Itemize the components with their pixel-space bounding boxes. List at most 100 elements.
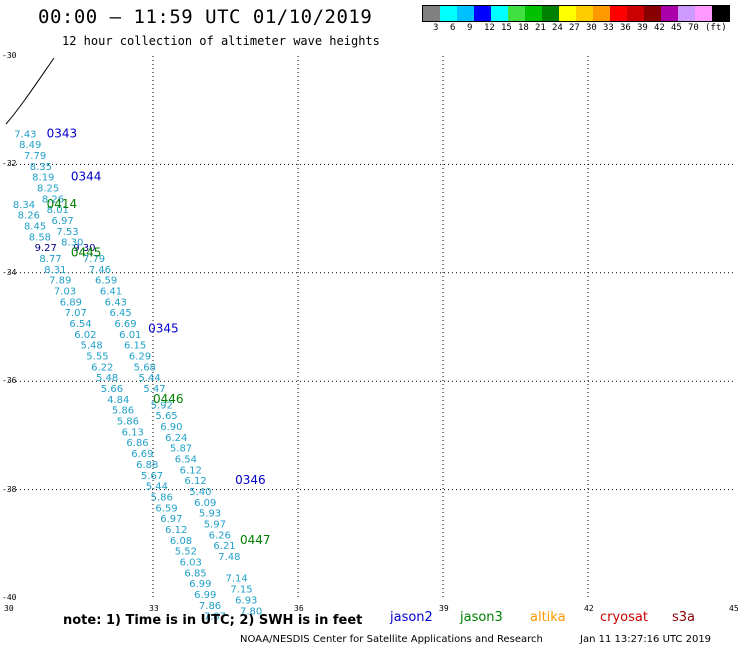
x-tick-label: 39 — [439, 604, 449, 613]
legend-swatch — [593, 6, 610, 21]
page-title: 00:00 – 11:59 UTC 01/10/2019 — [38, 6, 373, 28]
swh-value: 6.99 — [194, 590, 216, 601]
y-tick-label: -34 — [2, 267, 17, 277]
swh-value: 6.12 — [184, 476, 206, 487]
pass-label: 0414 — [47, 197, 78, 211]
pass-labels: 0343 0344 0414 0445 0345 0446 0346 0447 — [47, 126, 271, 547]
legend-label: 70 — [688, 23, 699, 33]
color-legend — [422, 5, 730, 22]
swh-value: 7.79 — [24, 151, 46, 162]
swh-value: 6.89 — [60, 297, 82, 308]
swh-value: 6.12 — [165, 525, 187, 536]
swh-value: 8.01 — [47, 205, 69, 216]
legend-swatch — [440, 6, 457, 21]
legend-label: 45 — [671, 23, 682, 33]
pass-label: 0446 — [153, 392, 184, 406]
swh-value: 7.87 — [204, 612, 226, 623]
legend-label: (ft) — [705, 23, 727, 33]
swh-value: 6.03 — [180, 557, 202, 568]
satellite-legend-item: s3a — [672, 610, 696, 625]
swh-value: 8.26 — [42, 194, 64, 205]
legend-swatch — [610, 6, 627, 21]
swh-value: 6.24 — [165, 433, 187, 444]
swh-value: 5.87 — [170, 444, 192, 455]
pass-label: 0343 — [47, 126, 78, 140]
swh-value: 6.22 — [91, 362, 113, 373]
x-tick-label: 33 — [149, 604, 159, 613]
swh-value: 7.15 — [230, 585, 252, 596]
swh-value: 5.97 — [204, 520, 226, 531]
legend-swatch — [661, 6, 678, 21]
swh-value: 5.40 — [189, 487, 211, 498]
x-tick-label: 45 — [729, 604, 739, 613]
pass-label: 0447 — [240, 533, 271, 547]
swh-value: 9.27 — [35, 243, 57, 254]
swh-value: 5.55 — [86, 352, 108, 363]
legend-swatch — [559, 6, 576, 21]
swh-value: 6.21 — [213, 541, 235, 552]
swh-value: 6.02 — [74, 330, 96, 341]
legend-swatch — [576, 6, 593, 21]
legend-label: 18 — [518, 23, 529, 33]
swh-value: 6.97 — [160, 514, 182, 525]
swh-value: 6.41 — [100, 286, 122, 297]
satellite-legend-item: jason3 — [460, 610, 503, 625]
legend-label: 3 — [433, 23, 439, 33]
swh-value: 5.48 — [96, 373, 118, 384]
legend-label: 36 — [620, 23, 631, 33]
coastline — [5, 57, 55, 125]
swh-value: 8.19 — [32, 173, 54, 184]
swh-value: 6.45 — [110, 308, 132, 319]
swh-value: 8.31 — [44, 265, 66, 276]
swh-value: 5.92 — [151, 400, 173, 411]
swh-value: 6.85 — [184, 568, 206, 579]
swh-value: 6.12 — [180, 465, 202, 476]
swh-value: 7.53 — [56, 227, 78, 238]
swh-value: 5.67 — [141, 471, 163, 482]
swh-value: 7.14 — [226, 574, 248, 585]
legend-label: 15 — [501, 23, 512, 33]
swh-value: 4.84 — [107, 395, 129, 406]
legend-swatch — [525, 6, 542, 21]
timestamp: Jan 11 13:27:16 UTC 2019 — [580, 634, 712, 645]
swh-value: 8.30 — [61, 238, 83, 249]
y-tick-label: -38 — [2, 484, 17, 494]
legend-swatch — [644, 6, 661, 21]
swh-value: 6.97 — [52, 216, 74, 227]
swh-value: 7.80 — [240, 606, 262, 617]
pass-label: 0346 — [235, 473, 266, 487]
swh-value: 5.86 — [112, 406, 134, 417]
legend-label: 9 — [467, 23, 473, 33]
legend-swatch — [508, 6, 525, 21]
swh-value: 8.35 — [30, 162, 52, 173]
swh-value: 6.69 — [131, 449, 153, 460]
swh-value: 5.44 — [139, 373, 161, 384]
swh-value: 5.65 — [155, 411, 177, 422]
swh-value: 6.59 — [155, 503, 177, 514]
satellite-legend-item: jason2 — [390, 610, 433, 625]
swh-value: 7.03 — [54, 286, 76, 297]
swh-value: 8.77 — [39, 254, 61, 265]
legend-label: 39 — [637, 23, 648, 33]
swh-value: 7.07 — [65, 308, 87, 319]
swh-value: 8.25 — [37, 184, 59, 195]
satellite-legend-item: cryosat — [600, 610, 648, 625]
legend-label: 21 — [535, 23, 546, 33]
legend-swatch — [542, 6, 559, 21]
swh-value: 7.46 — [89, 265, 111, 276]
legend-label: 33 — [603, 23, 614, 33]
y-tick-label: -32 — [2, 159, 17, 169]
swh-value: 6.86 — [126, 438, 148, 449]
legend-swatch — [627, 6, 644, 21]
x-tick-label: 30 — [4, 604, 14, 613]
swh-value: 5.44 — [146, 482, 168, 493]
legend-label: 30 — [586, 23, 597, 33]
legend-swatch — [695, 6, 712, 21]
swh-value: 6.59 — [95, 276, 117, 287]
swh-value: 8.26 — [18, 211, 40, 222]
credit-text: NOAA/NESDIS Center for Satellite Applica… — [240, 634, 543, 645]
swh-value: 6.69 — [114, 319, 136, 330]
swh-value: 6.13 — [122, 427, 144, 438]
swh-value: 6.88 — [136, 460, 158, 471]
